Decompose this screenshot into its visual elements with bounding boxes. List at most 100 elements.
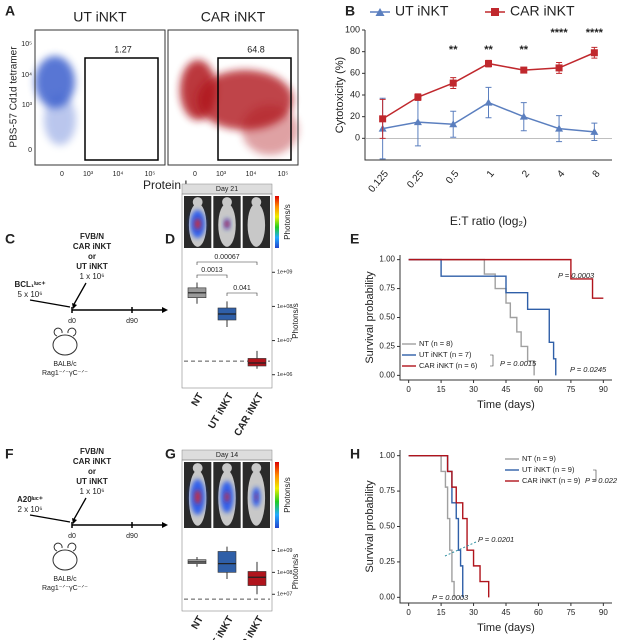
x-tick-label: 90 xyxy=(599,385,608,394)
x-tick-label: 10⁴ xyxy=(113,171,124,178)
x-tick-label: 45 xyxy=(502,385,511,394)
mouse-icon xyxy=(52,549,78,571)
signal xyxy=(194,218,201,230)
mouse-icon xyxy=(52,334,78,356)
y-tick-label: 10⁵ xyxy=(21,41,32,48)
y-axis-label: Survival probability xyxy=(364,480,376,573)
schematic-text: 5 x 10⁶ xyxy=(17,290,42,299)
y-axis-label: Cytotoxicity (%) xyxy=(334,57,346,133)
x-tick-label: 90 xyxy=(599,608,608,617)
point xyxy=(590,127,599,135)
significance-label: ** xyxy=(449,44,458,56)
y-tick-label: 1e+09 xyxy=(277,548,292,554)
survival-curve xyxy=(408,258,535,376)
legend-label: CAR iNKT xyxy=(510,3,575,19)
timeline xyxy=(71,307,165,313)
y-tick-label: 1e+07 xyxy=(277,338,292,344)
p-value: P = 0.0015 xyxy=(500,359,537,368)
x-tick-label: 10³ xyxy=(216,171,227,178)
p-value: P = 0.0201 xyxy=(478,535,514,544)
p-value: P = 0.0229 xyxy=(585,476,617,485)
signal xyxy=(224,492,230,502)
significance-label: ** xyxy=(520,44,529,56)
schematic-text: FVB/N xyxy=(80,447,104,456)
schematic-text: or xyxy=(88,252,96,261)
mouse-head xyxy=(192,463,203,473)
y-tick-label: 0.50 xyxy=(379,313,395,322)
x-tick-label: 0 xyxy=(193,171,197,178)
y-tick-label: 1e+08 xyxy=(277,570,292,576)
survival-curve xyxy=(408,454,490,598)
x-tick-label: 30 xyxy=(469,608,478,617)
survival-curve xyxy=(408,454,455,598)
x-axis-label: Protein L xyxy=(143,178,191,192)
x-tick-label: 75 xyxy=(566,385,575,394)
p-value: 0.041 xyxy=(233,285,251,292)
x-tick-label: NT xyxy=(190,614,206,631)
legend-marker xyxy=(375,8,385,16)
y-tick-label: 0.25 xyxy=(379,342,395,351)
panel-frame xyxy=(181,459,273,612)
y-axis-label: Photons/s xyxy=(291,303,300,339)
panel-label: C xyxy=(5,231,15,247)
x-tick-label: 8 xyxy=(591,168,603,180)
y-tick-label: 1e+08 xyxy=(277,304,292,310)
x-tick-label: 15 xyxy=(437,608,446,617)
schematic-text: 2 x 10⁶ xyxy=(17,505,42,514)
mouse-ears xyxy=(53,542,77,552)
x-tick-label: 0 xyxy=(406,608,411,617)
point xyxy=(449,120,458,128)
y-tick-label: 0.25 xyxy=(379,557,395,566)
x-tick-label: 45 xyxy=(502,608,511,617)
x-tick-label: 15 xyxy=(437,385,446,394)
comparison-bracket xyxy=(226,292,258,296)
significance-label: **** xyxy=(551,27,569,39)
p-value: P = 0.0003 xyxy=(558,271,595,280)
comparison-bracket xyxy=(196,274,228,278)
plot-title: UT iNKT xyxy=(73,9,127,25)
panel-label: D xyxy=(165,231,175,247)
signal xyxy=(255,494,258,500)
x-tick-label: 1 xyxy=(485,168,497,180)
schematic-text: CAR iNKT xyxy=(73,242,111,251)
mouse-ears xyxy=(53,327,77,337)
y-tick-label: 0.00 xyxy=(379,592,395,601)
arrowhead xyxy=(72,518,77,524)
x-tick-label: 0 xyxy=(406,385,411,394)
y-tick-label: 80 xyxy=(350,46,360,56)
y-tick-label: 10⁴ xyxy=(21,72,32,79)
schematic-text: d90 xyxy=(126,533,138,540)
schematic-text: 1 x 10⁶ xyxy=(79,487,104,496)
y-tick-label: 20 xyxy=(350,111,360,121)
y-tick-label: 1e+09 xyxy=(277,270,292,276)
legend-label: CAR iNKT (n = 9) xyxy=(522,476,581,485)
image-title: Day 14 xyxy=(216,452,238,459)
x-axis-label: Time (days) xyxy=(477,399,535,411)
schematic-text: UT iNKT xyxy=(76,477,108,486)
mouse-head xyxy=(251,463,262,473)
x-tick-label: 60 xyxy=(534,608,543,617)
point xyxy=(485,60,492,68)
panel-label: E xyxy=(350,231,359,247)
x-tick-label: 10⁵ xyxy=(278,171,289,178)
y-tick-label: 0.75 xyxy=(379,284,395,293)
y-tick-label: 1e+07 xyxy=(277,592,292,598)
image-title: Day 21 xyxy=(216,186,238,193)
schematic-text: Rag1⁻ᐟ⁻γC⁻ᐟ⁻ xyxy=(42,585,88,592)
gate-value: 1.27 xyxy=(114,44,132,54)
colorbar-label: Photons/s xyxy=(283,204,292,240)
y-axis-label: Photons/s xyxy=(291,554,300,590)
x-tick-label: 60 xyxy=(534,385,543,394)
schematic-text: 1 x 10⁶ xyxy=(79,272,104,281)
y-tick-label: 0.50 xyxy=(379,522,395,531)
mouse-body xyxy=(247,203,266,247)
y-tick-label: 60 xyxy=(350,68,360,78)
p-value: P = 0.0245 xyxy=(570,365,607,374)
dot-cloud xyxy=(242,105,298,155)
schematic-text: BALB/c xyxy=(53,576,77,583)
x-axis-label: E:T ratio (log₂) xyxy=(450,214,527,228)
point xyxy=(590,49,598,57)
arrow xyxy=(29,497,87,523)
schematic-text: d0 xyxy=(68,318,76,325)
